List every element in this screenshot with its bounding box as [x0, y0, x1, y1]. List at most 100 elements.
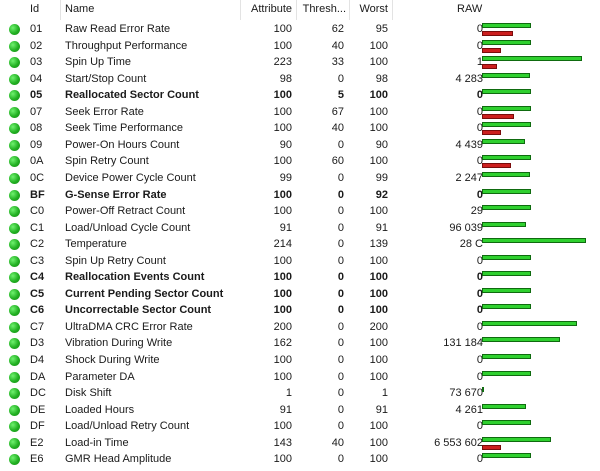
- table-row[interactable]: C4 Reallocation Events Count 100 0 100 0: [0, 269, 600, 286]
- attribute-id: C0: [30, 205, 45, 218]
- table-row[interactable]: DE Loaded Hours 91 0 91 4 261: [0, 402, 600, 419]
- table-row[interactable]: C6 Uncorrectable Sector Count 100 0 100 0: [0, 302, 600, 319]
- table-row[interactable]: 09 Power-On Hours Count 90 0 90 4 439: [0, 137, 600, 154]
- raw-value: 6 553 602: [434, 436, 483, 449]
- table-row[interactable]: C0 Power-Off Retract Count 100 0 100 29: [0, 203, 600, 220]
- raw-value: 0: [476, 287, 483, 300]
- raw-value: 0: [476, 89, 483, 102]
- raw-value: 0: [476, 155, 483, 168]
- table-row[interactable]: C2 Temperature 214 0 139 28 C: [0, 236, 600, 253]
- table-row[interactable]: 07 Seek Error Rate 100 67 100 0: [0, 104, 600, 121]
- threshold-value: 0: [337, 221, 344, 234]
- table-row[interactable]: 08 Seek Time Performance 100 40 100 0: [0, 120, 600, 137]
- attribute-id: 0A: [30, 155, 44, 168]
- attribute-level-bar: [482, 453, 531, 459]
- attribute-id: C1: [30, 221, 45, 234]
- table-row[interactable]: DF Load/Unload Retry Count 100 0 100 0: [0, 418, 600, 435]
- table-row[interactable]: 04 Start/Stop Count 98 0 98 4 283: [0, 71, 600, 88]
- table-row[interactable]: DA Parameter DA 100 0 100 0: [0, 369, 600, 386]
- attribute-id: D3: [30, 337, 45, 350]
- status-ok-icon: [9, 90, 20, 102]
- raw-value: 28 C: [459, 238, 483, 251]
- attribute-name: GMR Head Amplitude: [65, 453, 172, 466]
- threshold-value: 40: [331, 122, 344, 135]
- column-divider[interactable]: [60, 0, 61, 20]
- attribute-name: Start/Stop Count: [65, 72, 147, 85]
- worst-value: 100: [369, 420, 388, 433]
- table-row[interactable]: 0C Device Power Cycle Count 99 0 99 2 247: [0, 170, 600, 187]
- threshold-value: 0: [337, 370, 344, 383]
- worst-value: 100: [369, 271, 388, 284]
- raw-value: 96 039: [449, 221, 483, 234]
- table-row[interactable]: DC Disk Shift 1 0 1 73 670: [0, 385, 600, 402]
- table-row[interactable]: 0A Spin Retry Count 100 60 100 0: [0, 153, 600, 170]
- table-row[interactable]: D3 Vibration During Write 162 0 100 131 184: [0, 335, 600, 352]
- attribute-value: 100: [273, 39, 292, 52]
- table-row[interactable]: C1 Load/Unload Cycle Count 91 0 91 96 039: [0, 220, 600, 237]
- table-row[interactable]: 05 Reallocated Sector Count 100 5 100 0: [0, 87, 600, 104]
- status-ok-icon: [9, 355, 20, 366]
- table-row[interactable]: E6 GMR Head Amplitude 100 0 100 0: [0, 451, 600, 468]
- table-row[interactable]: BF G-Sense Error Rate 100 0 92 0: [0, 187, 600, 204]
- attribute-name: Spin Up Retry Count: [65, 254, 166, 267]
- attribute-name: Spin Retry Count: [65, 155, 149, 168]
- raw-value: 1: [476, 56, 483, 69]
- threshold-value: 0: [337, 304, 344, 317]
- attribute-level-bar: [482, 155, 531, 161]
- table-row[interactable]: C7 UltraDMA CRC Error Rate 200 0 200 0: [0, 319, 600, 336]
- worst-value: 139: [369, 238, 388, 251]
- column-header-attribute[interactable]: Attribute: [251, 3, 292, 15]
- column-header-name[interactable]: Name: [65, 3, 95, 15]
- worst-value: 100: [369, 370, 388, 383]
- attribute-name: Seek Time Performance: [65, 122, 183, 135]
- attribute-id: DF: [30, 420, 45, 433]
- attribute-level-bar: [482, 205, 531, 211]
- attribute-id: 03: [30, 56, 43, 69]
- column-header-raw[interactable]: RAW: [457, 3, 483, 15]
- column-divider[interactable]: [240, 0, 241, 20]
- attribute-level-bar: [482, 436, 551, 442]
- table-row[interactable]: E2 Load-in Time 143 40 100 6 553 602: [0, 435, 600, 452]
- attribute-level-bar: [482, 56, 582, 62]
- table-row[interactable]: C3 Spin Up Retry Count 100 0 100 0: [0, 253, 600, 270]
- threshold-value: 0: [337, 420, 344, 433]
- attribute-id: D4: [30, 354, 45, 366]
- table-row[interactable]: 03 Spin Up Time 223 33 100 1: [0, 54, 600, 71]
- attribute-level-bar: [482, 105, 531, 111]
- attribute-value: 100: [273, 205, 292, 218]
- table-row[interactable]: 02 Throughput Performance 100 40 100 0: [0, 38, 600, 55]
- status-ok-icon: [9, 40, 20, 52]
- column-divider[interactable]: [296, 0, 297, 20]
- table-row[interactable]: D4 Shock During Write 100 0 100 0: [0, 352, 600, 369]
- attribute-level-bar: [482, 370, 531, 376]
- table-row[interactable]: 01 Raw Read Error Rate 100 62 95 0: [0, 21, 600, 38]
- threshold-value: 0: [337, 72, 344, 85]
- worst-value: 100: [369, 436, 388, 449]
- attribute-value: 162: [273, 337, 292, 350]
- raw-value: 0: [476, 320, 483, 333]
- attribute-value: 100: [273, 370, 292, 383]
- column-divider[interactable]: [349, 0, 350, 20]
- attribute-level-bar: [482, 23, 531, 28]
- worst-value: 100: [369, 287, 388, 300]
- column-divider[interactable]: [392, 0, 393, 20]
- column-header-id[interactable]: Id: [30, 3, 40, 15]
- raw-value: 29: [470, 205, 483, 218]
- threshold-value: 0: [337, 138, 344, 151]
- table-row[interactable]: C5 Current Pending Sector Count 100 0 100 0: [0, 286, 600, 303]
- attribute-name: Raw Read Error Rate: [65, 23, 171, 35]
- attribute-value: 100: [273, 287, 292, 300]
- attribute-id: DE: [30, 403, 46, 416]
- attribute-level-bar: [482, 39, 531, 45]
- status-ok-icon: [9, 24, 20, 35]
- column-header-threshold[interactable]: Thresh...: [302, 3, 346, 15]
- attribute-name: Spin Up Time: [65, 56, 132, 69]
- threshold-value: 40: [331, 39, 344, 52]
- raw-value: 0: [476, 453, 483, 466]
- attribute-value: 223: [273, 56, 292, 69]
- raw-value: 0: [476, 39, 483, 52]
- raw-value: 0: [476, 304, 483, 317]
- threshold-value: 0: [337, 171, 344, 184]
- column-header-worst[interactable]: Worst: [359, 3, 388, 15]
